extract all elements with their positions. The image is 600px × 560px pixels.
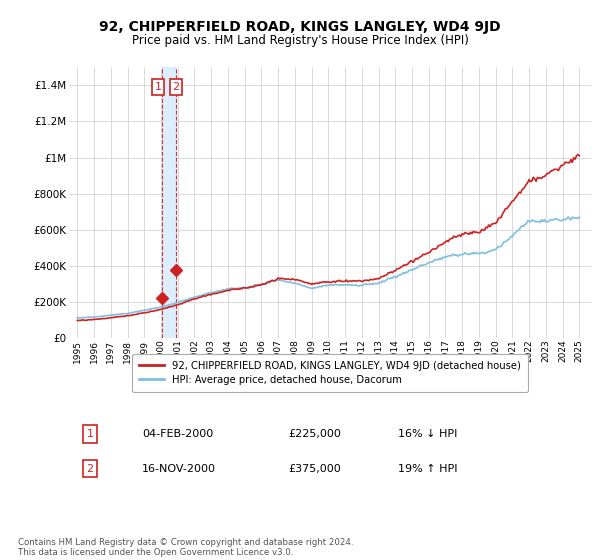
Text: 1: 1	[155, 82, 161, 92]
Text: 19% ↑ HPI: 19% ↑ HPI	[398, 464, 457, 474]
Legend: 92, CHIPPERFIELD ROAD, KINGS LANGLEY, WD4 9JD (detached house), HPI: Average pri: 92, CHIPPERFIELD ROAD, KINGS LANGLEY, WD…	[132, 354, 528, 391]
Text: Price paid vs. HM Land Registry's House Price Index (HPI): Price paid vs. HM Land Registry's House …	[131, 34, 469, 46]
Text: Contains HM Land Registry data © Crown copyright and database right 2024.
This d: Contains HM Land Registry data © Crown c…	[18, 538, 353, 557]
Text: 2: 2	[86, 464, 94, 474]
Text: 1: 1	[86, 429, 94, 439]
Text: 16% ↓ HPI: 16% ↓ HPI	[398, 429, 457, 439]
Text: 92, CHIPPERFIELD ROAD, KINGS LANGLEY, WD4 9JD: 92, CHIPPERFIELD ROAD, KINGS LANGLEY, WD…	[99, 20, 501, 34]
Text: £375,000: £375,000	[288, 464, 341, 474]
Bar	[163, 67, 176, 338]
Text: 16-NOV-2000: 16-NOV-2000	[142, 464, 216, 474]
Text: £225,000: £225,000	[288, 429, 341, 439]
Text: 2: 2	[173, 82, 179, 92]
Text: 04-FEB-2000: 04-FEB-2000	[142, 429, 214, 439]
